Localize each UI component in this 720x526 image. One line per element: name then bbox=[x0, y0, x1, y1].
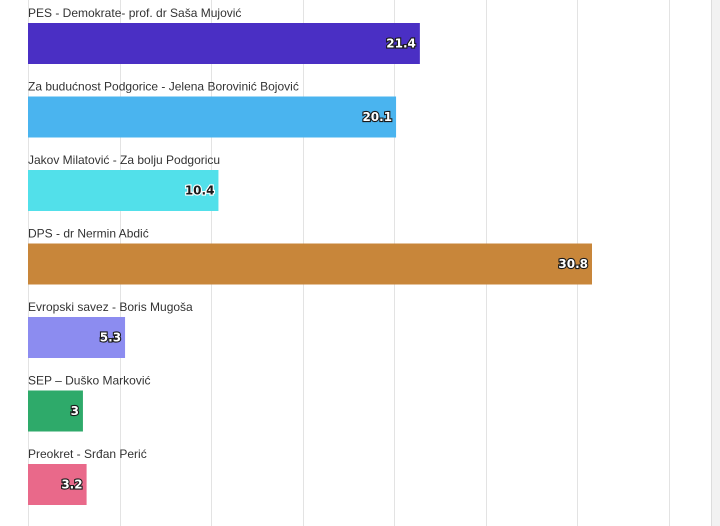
bar-group: PES - Demokrate- prof. dr Saša Mujović 21… bbox=[28, 6, 420, 64]
bar[interactable] bbox=[28, 390, 83, 432]
scrollbar-track[interactable] bbox=[711, 0, 720, 526]
bar-group: Evropski savez - Boris Mugoša 5.3 bbox=[28, 300, 193, 358]
bar-group: Za budućnost Podgorice - Jelena Borovini… bbox=[28, 80, 397, 138]
bar-group: SEP – Duško Marković 3 bbox=[28, 374, 151, 432]
category-label: DPS - dr Nermin Abdić bbox=[28, 227, 149, 241]
data-label: 30.8 bbox=[558, 257, 588, 271]
bar-group: DPS - dr Nermin Abdić 30.8 bbox=[28, 227, 592, 285]
category-label: Evropski savez - Boris Mugoša bbox=[28, 300, 193, 314]
bar[interactable] bbox=[28, 317, 126, 358]
category-label: PES - Demokrate- prof. dr Saša Mujović bbox=[28, 6, 241, 20]
bar-group: Preokret - Srđan Perić 3.2 bbox=[28, 447, 147, 505]
bar[interactable] bbox=[28, 170, 219, 211]
category-label: Za budućnost Podgorice - Jelena Borovini… bbox=[28, 80, 299, 94]
bar[interactable] bbox=[28, 464, 87, 505]
bars-layer: PES - Demokrate- prof. dr Saša Mujović 21… bbox=[28, 6, 592, 505]
data-label: 10.4 bbox=[185, 184, 215, 198]
bar[interactable] bbox=[28, 23, 420, 64]
category-label: Preokret - Srđan Perić bbox=[28, 447, 147, 461]
data-label: 5.3 bbox=[100, 331, 121, 345]
category-label: Jakov Milatović - Za bolju Podgoricu bbox=[28, 153, 220, 167]
category-label: SEP – Duško Marković bbox=[28, 374, 151, 388]
data-label: 21.4 bbox=[386, 37, 416, 51]
data-label: 20.1 bbox=[362, 110, 392, 124]
data-label: 3 bbox=[71, 404, 79, 418]
data-label: 3.2 bbox=[61, 478, 82, 492]
bar[interactable] bbox=[28, 96, 397, 138]
bar[interactable] bbox=[28, 243, 592, 285]
bar-group: Jakov Milatović - Za bolju Podgoricu 10.4 bbox=[28, 153, 220, 211]
